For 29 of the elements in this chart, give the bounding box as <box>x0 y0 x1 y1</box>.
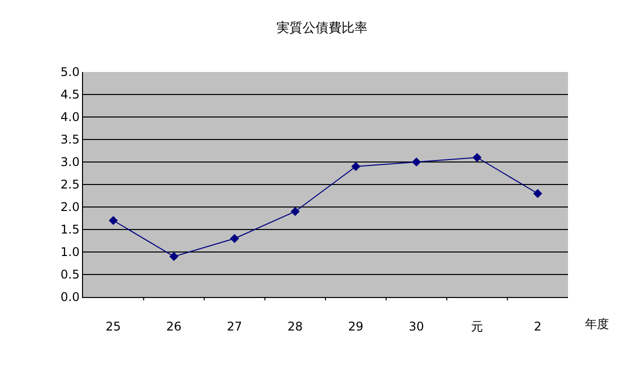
chart-title: 実質公債費比率 <box>276 20 368 36</box>
y-tick-label: 5.0 <box>60 65 80 80</box>
point <box>412 157 421 167</box>
x-tick-label: 27 <box>226 319 242 334</box>
x-tick-label: 28 <box>288 319 303 334</box>
point <box>290 206 300 216</box>
y-tick-label: 4.5 <box>60 88 80 102</box>
x-tick-label: 30 <box>408 319 424 334</box>
point <box>169 252 178 262</box>
x-axis-title: 年度 <box>585 317 609 331</box>
y-tick-label: 3.5 <box>60 132 80 147</box>
y-tick-label: 1.0 <box>60 245 80 260</box>
y-tick-label: 1.5 <box>60 222 80 237</box>
point <box>533 188 542 198</box>
y-tick-label: 2.5 <box>60 178 80 192</box>
x-tick-label: 元 <box>471 319 484 334</box>
x-tick-label: 2 <box>534 319 542 334</box>
y-tick-label: 0.0 <box>60 290 80 304</box>
x-tick-label: 25 <box>106 319 121 334</box>
point <box>351 162 360 172</box>
y-tick-label: 4.0 <box>60 110 80 124</box>
x-tick-label: 26 <box>166 319 182 334</box>
y-tick-label: 0.5 <box>60 268 80 282</box>
point <box>230 234 240 244</box>
y-tick-label: 2.0 <box>60 200 80 214</box>
y-tick-label: 3.0 <box>60 155 80 170</box>
point <box>472 152 482 162</box>
point <box>108 216 118 226</box>
x-tick-label: 29 <box>348 319 364 334</box>
